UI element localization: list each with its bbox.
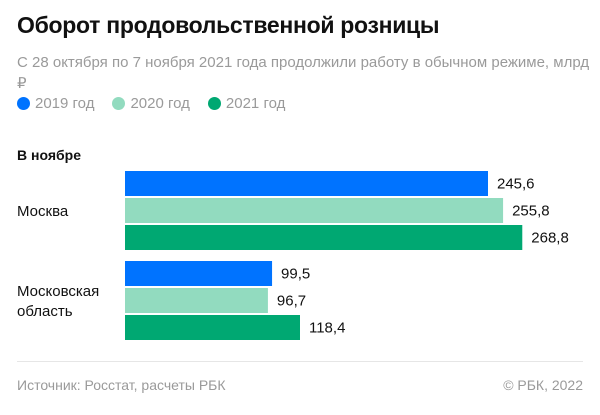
category-label-line: область <box>17 303 73 320</box>
category-label-moscow-region: Московская область <box>17 282 99 322</box>
data-label: 99,5 <box>281 266 310 283</box>
bar <box>125 225 523 250</box>
legend-item-2021: 2021 год <box>207 95 286 112</box>
data-label: 96,7 <box>277 293 306 310</box>
data-label: 255,8 <box>512 203 550 220</box>
data-label: 118,4 <box>309 320 345 337</box>
legend-item-2020: 2020 год <box>112 95 190 112</box>
legend-label-2020: 2020 год <box>130 95 190 112</box>
category-label-line: Московская <box>17 283 100 300</box>
legend-dot-2019 <box>17 97 30 110</box>
category-label-moscow: Москва <box>17 202 68 222</box>
legend: 2019 год 2020 год 2021 год <box>17 95 285 112</box>
chart-subtitle: С 28 октября по 7 ноября 2021 года продо… <box>17 54 590 92</box>
legend-label-2021: 2021 год <box>225 95 286 112</box>
bar <box>125 171 488 196</box>
chart-title: Оборот продовольственной розницы <box>17 12 440 38</box>
category-label-line: Москва <box>17 203 69 220</box>
source-text: Источник: Росстат, расчеты РБК <box>17 377 226 393</box>
legend-dot-2021 <box>207 97 221 110</box>
data-label: 268,8 <box>531 230 569 247</box>
footer-divider <box>17 361 583 362</box>
section-label: В ноябре <box>17 147 81 163</box>
legend-label-2019: 2019 год <box>35 95 95 112</box>
bar <box>125 261 273 286</box>
bar <box>125 198 504 223</box>
data-label: 245,6 <box>497 176 535 193</box>
copyright-text: © РБК, 2022 <box>503 377 583 393</box>
bar <box>125 288 268 313</box>
legend-item-2019: 2019 год <box>17 95 94 112</box>
legend-dot-2020 <box>112 97 126 110</box>
bar <box>125 315 300 340</box>
